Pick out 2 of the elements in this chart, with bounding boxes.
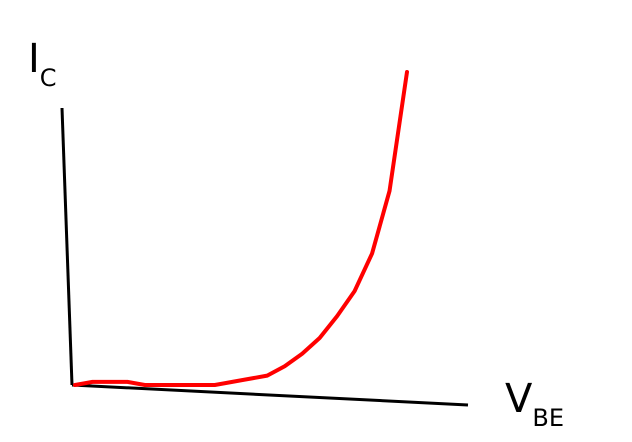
x-axis-title: V$_{BE}$ [505,376,564,432]
y-axis-title: I$_{C}$ [28,36,57,92]
